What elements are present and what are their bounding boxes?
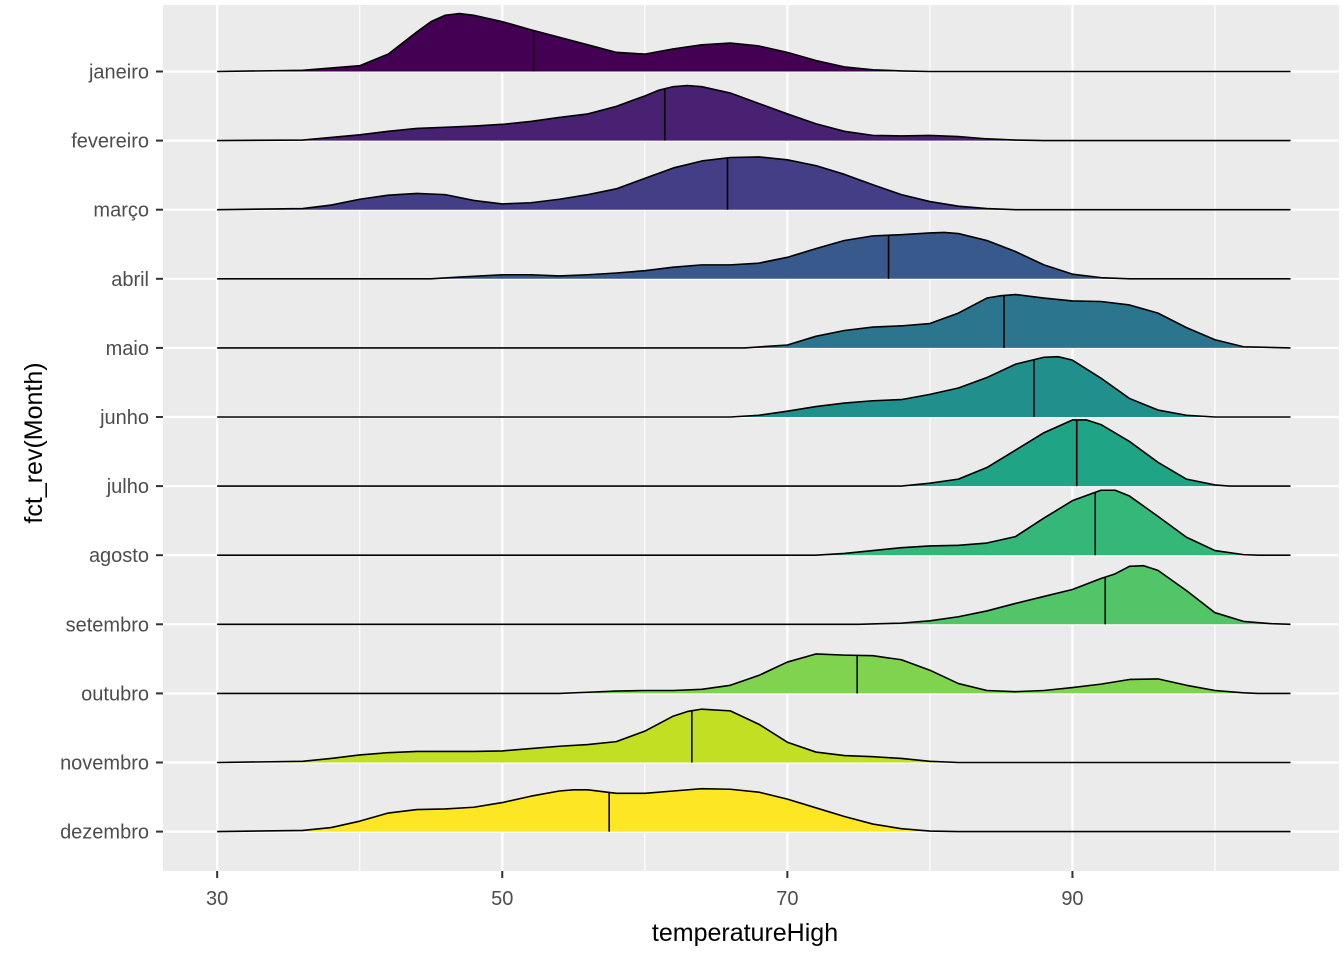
ridge-novembro: [217, 708, 1291, 764]
ridge-março: [217, 156, 1291, 211]
ridge-fill: [217, 490, 1291, 556]
x-tick-label: 90: [1061, 888, 1083, 910]
ridge-fill: [217, 653, 1291, 694]
y-axis: janeiro fevereiro março abril maio junho julho…: [60, 62, 163, 844]
ridge-dezembro: [217, 787, 1291, 833]
y-tick-label: dezembro: [60, 822, 149, 844]
y-tick-label: novembro: [60, 753, 149, 775]
ridge-outubro: [217, 653, 1291, 695]
y-tick-label: janeiro: [88, 62, 149, 84]
ridge-outline: [217, 293, 1291, 349]
ridge-outline: [217, 419, 1291, 487]
y-axis-title: fct_rev(Month): [20, 362, 48, 523]
x-tick-label: 70: [776, 888, 798, 910]
ridge-julho: [217, 419, 1291, 487]
ridge-fill: [217, 85, 1291, 141]
ridge-outline: [217, 12, 1291, 73]
y-tick-label: julho: [106, 476, 149, 498]
ridge-fill: [217, 709, 1291, 763]
ridges: [217, 12, 1291, 833]
ridge-outline: [217, 156, 1291, 211]
ridge-outline: [217, 231, 1291, 280]
ridge-fill: [217, 565, 1291, 625]
x-tick-label: 50: [491, 888, 513, 910]
ridge-fevereiro: [217, 84, 1291, 142]
ridge-fill: [217, 419, 1291, 487]
x-axis: 30 50 70 90: [206, 871, 1084, 910]
ridge-outline: [217, 355, 1291, 418]
ridge-outline: [217, 84, 1291, 142]
ridge-setembro: [217, 564, 1291, 626]
grid-minor: [359, 5, 1216, 871]
ridge-agosto: [217, 489, 1291, 556]
x-tick-label: 30: [206, 888, 228, 910]
ridge-fill: [217, 294, 1291, 348]
ridge-maio: [217, 293, 1291, 349]
ridge-fill: [217, 156, 1291, 210]
ridge-fill: [217, 788, 1291, 832]
ridge-outline: [217, 564, 1291, 626]
y-tick-label: setembro: [66, 614, 149, 636]
ridge-abril: [217, 231, 1291, 280]
ridge-junho: [217, 355, 1291, 418]
x-axis-title: temperatureHigh: [652, 919, 838, 947]
y-tick-label: junho: [99, 407, 149, 429]
y-tick-label: abril: [111, 269, 149, 291]
ridge-outline: [217, 489, 1291, 556]
ridge-outline: [217, 653, 1291, 695]
ridge-janeiro: [217, 12, 1291, 73]
ridge-fill: [217, 232, 1291, 279]
ridge-outline: [217, 708, 1291, 764]
ridge-outline: [217, 787, 1291, 833]
ridge-fill: [217, 13, 1291, 72]
y-tick-label: outubro: [81, 683, 149, 705]
y-tick-label: agosto: [89, 545, 149, 567]
ridge-fill: [217, 356, 1291, 417]
y-tick-label: março: [93, 200, 149, 222]
y-tick-label: fevereiro: [71, 131, 149, 153]
y-tick-label: maio: [106, 338, 149, 360]
